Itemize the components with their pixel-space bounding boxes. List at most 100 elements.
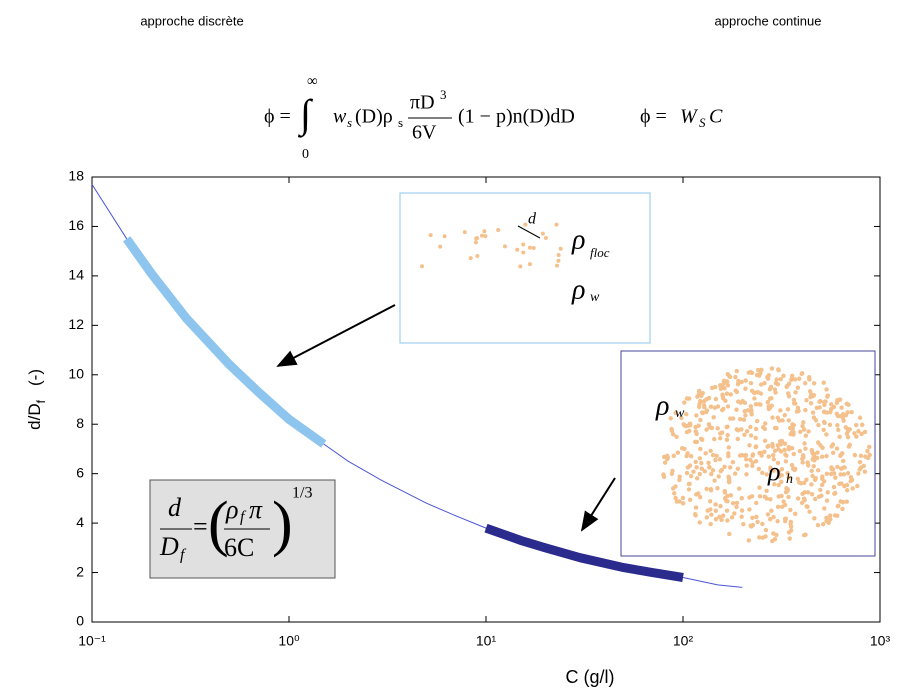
formula-part: f [180,547,187,564]
y-tick-label: 16 [68,217,84,233]
particle [781,373,786,379]
particle [725,432,730,438]
particle [842,484,847,489]
particle [713,502,718,507]
particle [682,423,687,428]
particle [793,390,798,395]
particle [693,459,698,465]
formula-part: (D)ρ [355,106,393,128]
particle [771,452,776,458]
particle [831,404,837,410]
particle [693,424,698,430]
particle [826,520,832,526]
particle [810,473,815,479]
particle [758,382,764,387]
particle [786,381,792,386]
particle [804,397,809,403]
particle [799,500,805,506]
particle [844,488,850,493]
particle [749,412,754,417]
particle [803,433,809,438]
particle [706,460,711,466]
particle [785,471,790,476]
particle [838,499,843,504]
particle [734,504,739,510]
particle [776,482,781,488]
particle [859,465,864,470]
particle [716,474,721,479]
particle [750,463,755,469]
particle [708,488,714,493]
particle [556,253,561,258]
particle [753,435,758,441]
particle [699,410,705,415]
particle [763,527,769,533]
inset-dense [620,350,876,557]
particle [834,411,839,417]
formula-part: ϕ = [640,106,667,128]
particle [767,387,773,392]
particle [739,496,744,501]
particle [462,230,467,235]
particle [665,455,671,460]
particle [766,373,771,378]
particle [720,513,726,518]
particle [754,418,760,424]
particle [827,422,833,428]
particle [757,485,762,490]
particle [699,393,704,399]
header-left: approche discrète [140,13,243,28]
particle [848,478,853,484]
particle [825,490,830,495]
y-tick-label: 6 [76,464,84,480]
particle [795,476,801,482]
particle [786,391,791,396]
particle [809,468,814,474]
particle [750,515,755,520]
formula-part: 6C [224,533,254,562]
particle [697,402,702,407]
particle [764,472,769,477]
particle [836,503,841,508]
particle [695,476,700,481]
particle [820,474,825,479]
particle [790,466,796,472]
formula-part: W [680,106,699,128]
particle [668,416,673,421]
particle [852,431,857,436]
particle [798,481,804,486]
particle [840,415,846,420]
particle [687,463,693,468]
particle [714,453,719,459]
particle [841,472,847,477]
particle [830,442,836,447]
particle [838,452,844,458]
y-tick-label: 14 [68,267,84,283]
particle [785,487,791,492]
formula-part: (1 − p)n(D)dD [458,106,575,128]
arrow [276,304,396,367]
particle [698,398,703,404]
particle [748,457,753,463]
inset-text: ρ [571,274,585,305]
particle [715,404,721,409]
formula-continuous: ϕ = W S C [640,106,723,130]
particle [745,408,751,413]
particle [730,500,736,506]
particle [796,408,801,414]
particle [734,407,739,412]
particle [713,396,719,402]
particle [438,244,443,249]
particle [684,411,689,417]
particle [748,433,754,438]
particle [775,443,780,448]
particle [824,432,829,437]
particle [862,429,868,435]
particle [704,515,710,520]
particle [733,374,738,380]
particle [822,402,827,408]
particle [442,234,447,239]
particle [697,456,702,461]
particle [726,479,732,484]
x-tick-label: 10¹ [476,633,497,649]
